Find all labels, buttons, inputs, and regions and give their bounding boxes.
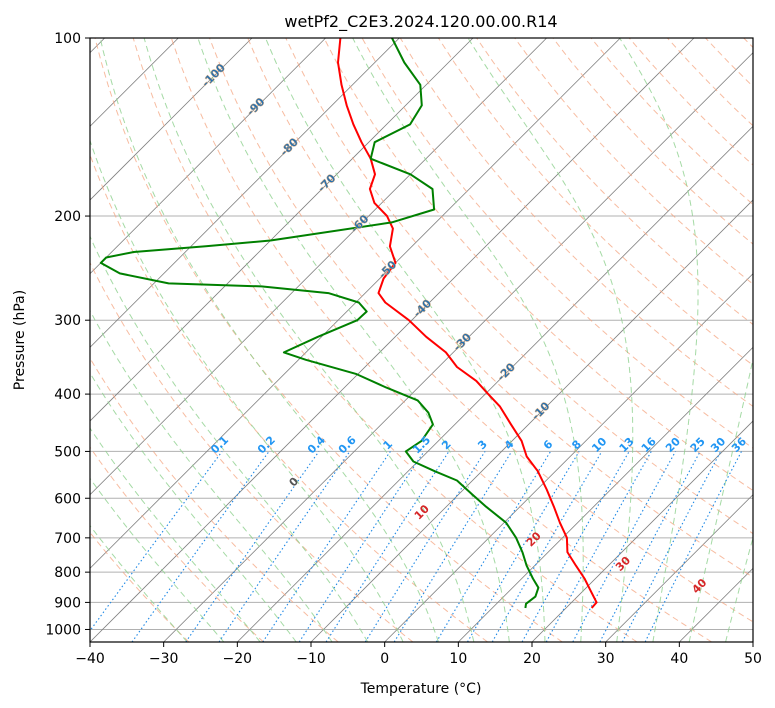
y-tick-label: 200 [54,209,81,225]
isotherm-line [458,346,753,642]
mixing-ratio-lines [90,451,742,642]
x-tick-label: −10 [296,651,326,667]
isotherm-line [605,494,753,642]
x-tick-label: 0 [380,651,389,667]
y-tick-label: 300 [54,313,81,329]
mixing-ratio-line [521,451,630,642]
y-tick-label: 100 [54,31,81,47]
isotherm-line [90,38,695,642]
y-tick-label: 400 [54,387,81,403]
moist-adiabat-line [90,372,297,642]
y-axis-title: Pressure (hPa) [12,290,28,390]
moist-adiabat-line [265,38,546,642]
moist-adiabat-line [197,38,510,642]
x-tick-label: 30 [597,651,615,667]
dry-adiabat-line [90,446,264,642]
mixing-ratio-line [545,451,652,642]
temperature-line [337,38,598,609]
x-tick-label: −30 [149,651,179,667]
x-tick-label: −40 [75,651,105,667]
mixing-ratio-line [393,451,513,642]
plot-frame [89,37,754,643]
moist-adiabat-line [143,38,475,642]
moist-adiabat-line [90,309,333,642]
mixing-ratio-line [131,451,270,642]
moist-adiabat-line [619,38,699,642]
moist-adiabat-line [688,356,753,642]
dry-adiabat-line [132,38,638,642]
x-tick-label: 50 [744,651,762,667]
isotherm-line [90,38,621,569]
moist-adiabat-line [90,477,225,642]
mixing-ratio-line [218,451,351,642]
x-tick-label: 20 [523,651,541,667]
chart-title: wetPf2_C2E3.2024.120.00.00.R14 [284,12,557,32]
dry-adiabat-line [170,38,712,642]
isotherm-line [90,38,400,348]
moist-adiabat-line [90,235,369,642]
moist-adiabat-line [725,535,753,642]
x-tick-label: −20 [223,651,253,667]
moist-adiabat-line [90,139,404,642]
moist-adiabat-line [90,427,261,642]
isobars [90,38,753,630]
dry-adiabat-line [323,38,753,492]
x-axis-title: Temperature (°C) [360,681,482,697]
x-tick-label: 40 [670,651,688,667]
isotherm-line [90,38,326,275]
y-tick-label: 600 [54,491,81,507]
mixing-ratio-line [621,451,722,642]
isotherm-line [163,52,753,642]
dry-adiabats [90,38,753,642]
dry-adiabat-line [90,261,414,642]
isotherm-line [237,125,753,642]
plot-area: -100-90-80-70-60-50-40-30-20-100.1 0.2 0.4… [90,38,753,642]
isotherm-line [384,273,753,642]
dry-adiabat-line [476,38,753,326]
dewpoint-line [99,38,540,609]
mixing-ratio-line [262,451,391,642]
x-tick-label: 10 [449,651,467,667]
mixing-ratio-line [90,451,223,632]
y-tick-label: 500 [54,444,81,460]
mixing-ratio-line [298,451,425,642]
sounding-lines [99,38,598,609]
y-tick-label: 900 [54,595,81,611]
y-tick-label: 1000 [45,622,81,638]
isotherm-line [90,38,474,422]
x-axis: −40 −30 −20 −10 0 10 20 30 40 50 [75,642,762,667]
y-tick-label: 800 [54,565,81,581]
dry-adiabat-line [285,38,753,535]
mixing-ratio-line [644,451,742,642]
isotherms [90,38,753,642]
dry-adiabat-line [94,38,563,642]
dry-adiabat-line [514,38,753,285]
y-tick-label: 700 [54,531,81,547]
dry-adiabat-line [247,38,753,578]
mixing-ratio-line [185,451,320,642]
moist-adiabat-line [99,38,439,642]
moist-adiabat-line [352,38,584,642]
isotherm-line [90,38,253,201]
mixing-ratio-line [325,451,450,642]
isotherm-line [90,38,547,496]
moist-adiabat-line [90,524,188,642]
mixing-ratio-line [572,451,676,642]
dry-adiabat-line [90,357,339,642]
isotherm-line [531,420,753,642]
dry-adiabat-line [209,38,753,623]
y-axis: 100 200 300 400 500 600 700 800 900 1000 [45,31,90,638]
